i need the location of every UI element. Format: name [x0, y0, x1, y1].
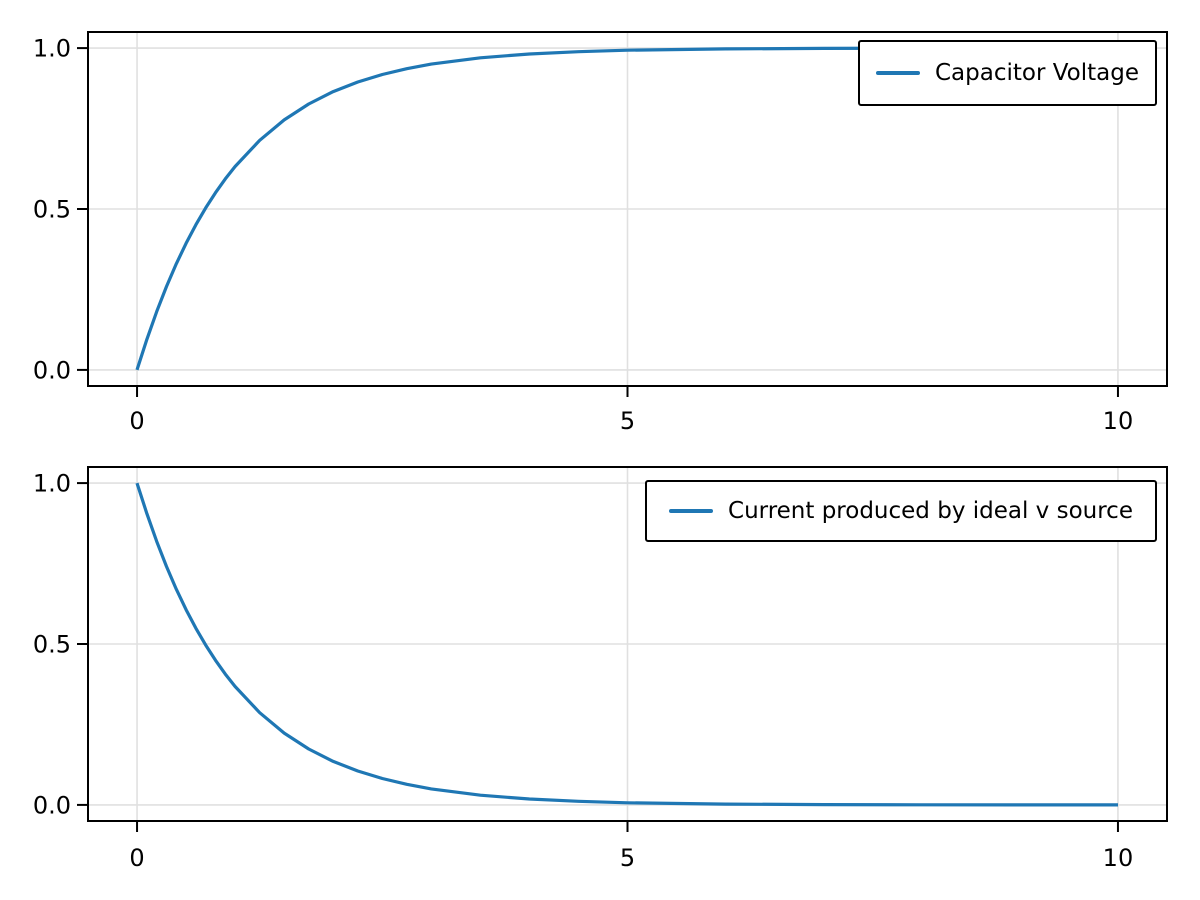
y-tick-label: 0.0 [33, 791, 71, 819]
axes-frame [87, 466, 1168, 822]
x-tick-label: 10 [1103, 844, 1134, 872]
y-tick-label: 0.5 [33, 196, 71, 224]
x-tick-label: 10 [1103, 407, 1134, 435]
x-tick-label: 5 [620, 844, 635, 872]
panel-capacitor-voltage: 0 5 10 0.0 0.5 1.0 [33, 31, 1168, 435]
panel-current: 0 5 10 0.0 0.5 1.0 [33, 466, 1168, 872]
y-tick-label: 1.0 [33, 35, 71, 63]
x-tick-label: 5 [620, 407, 635, 435]
y-tick-label: 0.5 [33, 631, 71, 659]
y-tick-label: 1.0 [33, 470, 71, 498]
legend-label-current: Current produced by ideal v source [728, 498, 1133, 524]
x-tick-label: 0 [129, 844, 144, 872]
axes-frame [87, 31, 1168, 387]
legend-box-capacitor-voltage: Capacitor Voltage [858, 40, 1157, 106]
legend-box-current: Current produced by ideal v source [645, 480, 1157, 542]
legend-line-sample [669, 509, 714, 513]
legend-label-capacitor-voltage: Capacitor Voltage [934, 60, 1139, 86]
x-tick-label: 0 [129, 407, 144, 435]
legend-line-sample [875, 71, 920, 75]
series-line-current [135, 482, 1118, 807]
y-tick-label: 0.0 [33, 356, 71, 384]
series-line-capacitor-voltage [135, 46, 1118, 371]
